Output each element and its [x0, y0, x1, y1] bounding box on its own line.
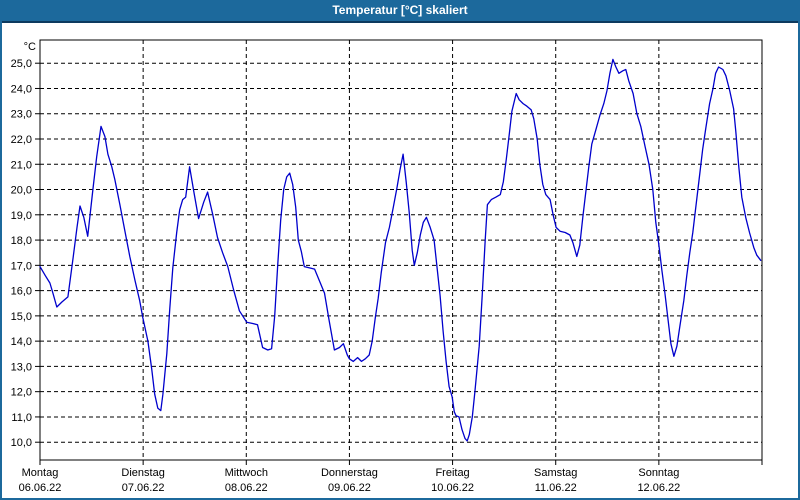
x-day-label: Sonntag [638, 467, 679, 479]
x-day-label: Dienstag [121, 467, 164, 479]
title-bar: Temperatur [°C] skaliert [2, 0, 798, 23]
x-day-label: Freitag [435, 467, 469, 479]
x-day-label: Donnerstag [321, 467, 378, 479]
x-day-label: Samstag [534, 467, 577, 479]
x-day-label: Mittwoch [225, 467, 268, 479]
temperature-line [39, 58, 762, 442]
y-tick-label: 15,0 [11, 311, 32, 323]
temperature-chart: 25,0 24,0 23,0 22,0 21,0 20,0 19,0 18,0 17,0 16,0… [11, 39, 763, 494]
y-tick-label: 14,0 [11, 336, 32, 348]
x-date-label: 10.06.22 [431, 482, 474, 494]
window-title: Temperatur [°C] skaliert [332, 3, 468, 17]
y-tick-label: 17,0 [11, 260, 32, 272]
y-tick-label: 16,0 [11, 286, 32, 298]
x-date-label: 08.06.22 [225, 482, 268, 494]
x-date-label: 11.06.22 [535, 482, 577, 494]
x-date-label: 09.06.22 [328, 482, 371, 494]
y-tick-label: 18,0 [11, 235, 32, 247]
x-date-label: 12.06.22 [637, 482, 680, 494]
y-tick-label: 25,0 [11, 58, 32, 70]
y-tick-label: 24,0 [11, 83, 32, 95]
y-tick-label: 22,0 [11, 134, 32, 146]
y-tick-label: 13,0 [11, 361, 32, 373]
x-date-label: 07.06.22 [122, 482, 165, 494]
x-date-label: 06.06.22 [19, 482, 62, 494]
x-day-label: Montag [22, 467, 59, 479]
y-tick-label: 21,0 [11, 159, 32, 171]
y-tick-label: 12,0 [11, 387, 32, 399]
y-tick-label: 11,0 [11, 412, 32, 424]
y-axis-unit-label: °C [24, 41, 36, 53]
plot-border [39, 39, 763, 461]
y-tick-label: 23,0 [11, 109, 32, 121]
y-tick-label: 10,0 [11, 437, 32, 449]
y-tick-label: 19,0 [11, 210, 32, 222]
y-tick-label: 20,0 [11, 185, 32, 197]
